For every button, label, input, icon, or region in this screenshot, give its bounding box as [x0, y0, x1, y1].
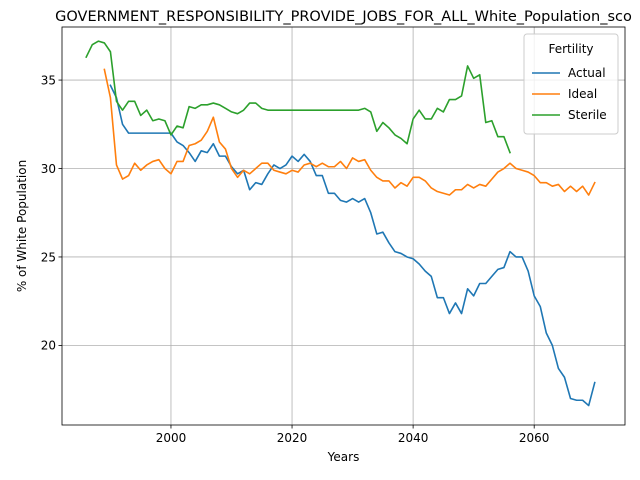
y-tick-label: 30	[41, 162, 56, 176]
series-line-sterile	[85, 40, 512, 154]
legend-label: Sterile	[568, 108, 607, 122]
legend-label: Actual	[568, 66, 606, 80]
legend-box	[523, 33, 619, 135]
x-axis: 2000 2020 2040 2060	[156, 425, 550, 445]
x-axis-label: Years	[327, 450, 360, 464]
x-tick-label: 2000	[156, 431, 187, 445]
x-tick-label: 2020	[277, 431, 308, 445]
legend: Fertility Actual Ideal Sterile	[523, 33, 619, 135]
y-tick-label: 35	[41, 73, 56, 87]
chart-title: GOVERNMENT_RESPONSIBILITY_PROVIDE_JOBS_F…	[55, 9, 632, 25]
y-tick-label: 25	[41, 250, 56, 264]
legend-title: Fertility	[548, 42, 593, 56]
y-axis-label: % of White Population	[15, 160, 29, 292]
x-tick-label: 2060	[519, 431, 550, 445]
plot-frame	[61, 26, 626, 426]
y-axis: 20 25 30 35	[41, 73, 62, 353]
series-line-actual	[109, 84, 596, 407]
series-line-ideal	[103, 68, 596, 196]
y-tick-label: 20	[41, 339, 56, 353]
series-layer	[85, 40, 596, 407]
legend-items: Actual Ideal Sterile	[532, 66, 607, 122]
x-tick-label: 2040	[398, 431, 429, 445]
legend-label: Ideal	[568, 87, 597, 101]
